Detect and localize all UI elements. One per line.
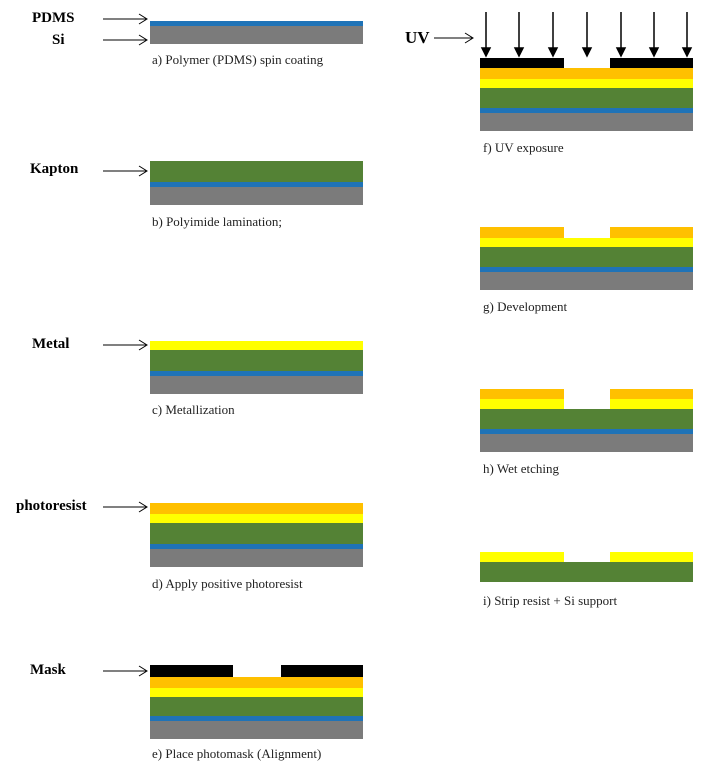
caption-step-g: g) Development (483, 299, 568, 314)
photomask-left (480, 58, 564, 68)
arrow-icon (103, 13, 148, 25)
si-substrate (150, 549, 363, 567)
metal-right (610, 552, 693, 562)
caption-step-c: c) Metallization (152, 402, 235, 417)
pdms-layer (480, 429, 693, 434)
label-mask: Mask (30, 662, 66, 678)
si-substrate (150, 187, 363, 205)
label-metal: Metal (32, 336, 70, 352)
kapton-layer (480, 247, 693, 267)
arrow-icon (103, 165, 148, 177)
metal-layer (150, 514, 363, 523)
kapton-layer (150, 350, 363, 371)
arrow-icon (434, 32, 474, 44)
kapton-layer (150, 697, 363, 716)
kapton-layer (480, 562, 693, 582)
si-substrate (150, 376, 363, 394)
photoresist-left (480, 389, 564, 399)
photoresist-layer (150, 503, 363, 514)
pdms-layer (480, 267, 693, 272)
photomask-right (610, 58, 693, 68)
kapton-layer (480, 88, 693, 108)
kapton-layer (150, 161, 363, 182)
si-substrate (480, 434, 693, 452)
si-substrate (480, 113, 693, 131)
label-photoresist: photoresist (16, 498, 87, 514)
caption-step-h: h) Wet etching (483, 461, 559, 476)
metal-left (480, 552, 564, 562)
si-substrate (150, 721, 363, 739)
pdms-layer (150, 182, 363, 187)
arrow-icon (103, 501, 148, 513)
metal-right (610, 399, 693, 409)
caption-step-e: e) Place photomask (Alignment) (152, 746, 322, 761)
uv-rays-icon (480, 12, 693, 58)
caption-step-i: i) Strip resist + Si support (483, 593, 618, 608)
caption-step-a: a) Polymer (PDMS) spin coating (152, 52, 324, 67)
pdms-layer (150, 21, 363, 26)
photoresist-right (610, 227, 693, 238)
pdms-layer (480, 108, 693, 113)
photoresist-layer (150, 677, 363, 688)
metal-layer (150, 688, 363, 697)
metal-layer (150, 341, 363, 350)
kapton-layer (150, 523, 363, 544)
photoresist-right (610, 389, 693, 399)
label-kapton: Kapton (30, 161, 79, 177)
arrow-icon (103, 34, 148, 46)
caption-step-d: d) Apply positive photoresist (152, 576, 303, 591)
si-substrate (150, 26, 363, 44)
photomask-right (281, 665, 363, 677)
label-si: Si (52, 32, 65, 48)
kapton-layer (480, 409, 693, 429)
pdms-layer (150, 371, 363, 376)
metal-left (480, 399, 564, 409)
label-uv: UV (405, 28, 430, 47)
caption-step-b: b) Polyimide lamination; (152, 214, 282, 229)
metal-layer (480, 79, 693, 88)
photomask-left (150, 665, 233, 677)
photoresist-layer (480, 68, 693, 79)
photoresist-left (480, 227, 564, 238)
caption-step-f: f) UV exposure (483, 140, 564, 155)
arrow-icon (103, 339, 148, 351)
pdms-layer (150, 716, 363, 721)
si-substrate (480, 272, 693, 290)
arrow-icon (103, 665, 148, 677)
pdms-layer (150, 544, 363, 549)
label-pdms: PDMS (32, 10, 75, 26)
metal-layer (480, 238, 693, 247)
